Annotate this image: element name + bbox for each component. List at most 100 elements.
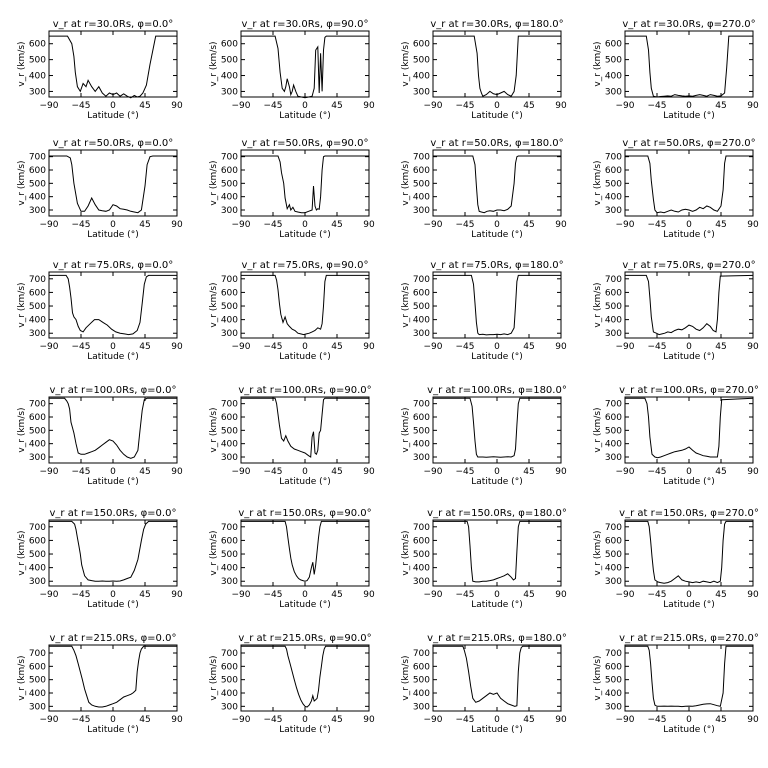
y-axis-label: v_r (km/s) bbox=[17, 41, 27, 86]
y-tick-label: 300 bbox=[413, 702, 430, 712]
x-tick-label: 45 bbox=[523, 590, 534, 600]
panel-title: v_r at r=50.0Rs, φ=0.0° bbox=[53, 138, 174, 149]
x-axis-label: Latitude (°) bbox=[279, 600, 330, 610]
y-tick-label: 300 bbox=[605, 87, 622, 97]
plot-frame bbox=[240, 644, 370, 712]
x-tick-label: 90 bbox=[747, 342, 759, 352]
y-tick-label: 600 bbox=[29, 40, 46, 50]
series-line bbox=[433, 520, 561, 583]
panel-title: v_r at r=75.0Rs, φ=0.0° bbox=[53, 260, 174, 271]
y-axis-label: v_r (km/s) bbox=[17, 160, 27, 205]
y-axis-label: v_r (km/s) bbox=[209, 282, 219, 327]
panel-title: v_r at r=30.0Rs, φ=180.0° bbox=[430, 19, 563, 30]
y-tick-label: 600 bbox=[29, 166, 46, 176]
series-line bbox=[433, 274, 561, 336]
y-tick-label: 500 bbox=[221, 302, 238, 312]
x-tick-label: 45 bbox=[139, 220, 150, 230]
x-tick-label: 0 bbox=[686, 220, 692, 230]
x-axis-label: Latitude (°) bbox=[87, 352, 138, 362]
series-line bbox=[49, 520, 177, 582]
y-tick-label: 600 bbox=[605, 40, 622, 50]
panel-title: v_r at r=150.0Rs, φ=180.0° bbox=[427, 508, 567, 519]
x-tick-label: 0 bbox=[302, 467, 308, 477]
plot-frame bbox=[240, 30, 370, 98]
y-tick-label: 700 bbox=[605, 523, 622, 533]
x-tick-label: −90 bbox=[424, 715, 443, 725]
y-axis-label: v_r (km/s) bbox=[593, 41, 603, 86]
x-tick-label: 90 bbox=[555, 101, 567, 111]
x-tick-label: 45 bbox=[331, 101, 342, 111]
y-tick-label: 700 bbox=[605, 153, 622, 163]
y-tick-label: 600 bbox=[29, 288, 46, 298]
plot-frame bbox=[624, 519, 754, 587]
x-tick-label: 45 bbox=[715, 467, 726, 477]
x-axis-label: Latitude (°) bbox=[471, 725, 522, 735]
y-tick-label: 300 bbox=[413, 206, 430, 216]
x-tick-label: −90 bbox=[232, 220, 251, 230]
x-tick-label: 90 bbox=[363, 342, 375, 352]
y-axis-label: v_r (km/s) bbox=[209, 530, 219, 575]
x-tick-label: −45 bbox=[72, 101, 91, 111]
x-axis-label: Latitude (°) bbox=[471, 600, 522, 610]
x-tick-label: 90 bbox=[171, 467, 183, 477]
y-tick-label: 600 bbox=[413, 413, 430, 423]
x-tick-label: 0 bbox=[494, 715, 500, 725]
y-tick-label: 400 bbox=[221, 316, 238, 326]
y-tick-label: 300 bbox=[413, 87, 430, 97]
series-line bbox=[241, 397, 369, 458]
x-tick-label: −45 bbox=[264, 101, 283, 111]
series-line bbox=[241, 645, 369, 708]
y-tick-label: 400 bbox=[221, 440, 238, 450]
x-tick-label: 0 bbox=[110, 101, 116, 111]
x-tick-label: 45 bbox=[523, 342, 534, 352]
plot-frame bbox=[624, 30, 754, 98]
plot-frame bbox=[48, 271, 178, 339]
panel-title: v_r at r=215.0Rs, φ=270.0° bbox=[619, 633, 759, 644]
panel-title: v_r at r=215.0Rs, φ=0.0° bbox=[50, 633, 177, 644]
y-tick-label: 400 bbox=[29, 689, 46, 699]
x-tick-label: −90 bbox=[232, 590, 251, 600]
y-tick-label: 300 bbox=[221, 329, 238, 339]
series-line bbox=[625, 520, 753, 584]
y-tick-label: 500 bbox=[605, 302, 622, 312]
x-tick-label: 0 bbox=[686, 590, 692, 600]
x-tick-label: −90 bbox=[40, 590, 59, 600]
y-axis-label: v_r (km/s) bbox=[401, 407, 411, 452]
plot-frame bbox=[48, 519, 178, 587]
y-axis-label: v_r (km/s) bbox=[401, 655, 411, 700]
x-tick-label: −45 bbox=[648, 715, 667, 725]
x-tick-label: −45 bbox=[456, 467, 475, 477]
y-tick-label: 600 bbox=[605, 413, 622, 423]
series-line bbox=[433, 397, 561, 458]
x-tick-label: −90 bbox=[232, 101, 251, 111]
x-tick-label: −45 bbox=[264, 220, 283, 230]
x-tick-label: −45 bbox=[648, 342, 667, 352]
x-tick-label: 0 bbox=[302, 101, 308, 111]
x-axis-label: Latitude (°) bbox=[471, 477, 522, 487]
y-tick-label: 400 bbox=[605, 689, 622, 699]
x-tick-label: −90 bbox=[424, 220, 443, 230]
x-tick-label: 90 bbox=[363, 101, 375, 111]
y-tick-label: 700 bbox=[221, 523, 238, 533]
x-tick-label: 45 bbox=[715, 342, 726, 352]
series-line bbox=[241, 155, 369, 214]
y-tick-label: 500 bbox=[221, 56, 238, 66]
x-tick-label: 45 bbox=[139, 715, 150, 725]
y-tick-label: 500 bbox=[221, 426, 238, 436]
series-line bbox=[625, 274, 754, 336]
x-axis-label: Latitude (°) bbox=[471, 111, 522, 121]
y-axis-label: v_r (km/s) bbox=[17, 282, 27, 327]
x-tick-label: 90 bbox=[555, 467, 567, 477]
panel-title: v_r at r=50.0Rs, φ=180.0° bbox=[430, 138, 563, 149]
series-line bbox=[49, 35, 177, 99]
y-tick-label: 600 bbox=[413, 662, 430, 672]
y-axis-label: v_r (km/s) bbox=[401, 530, 411, 575]
y-tick-label: 600 bbox=[29, 662, 46, 672]
series-line bbox=[49, 155, 177, 214]
y-tick-label: 400 bbox=[221, 193, 238, 203]
x-tick-label: 0 bbox=[110, 342, 116, 352]
x-tick-label: −45 bbox=[264, 590, 283, 600]
x-tick-label: −45 bbox=[264, 715, 283, 725]
y-tick-label: 500 bbox=[413, 676, 430, 686]
y-tick-label: 300 bbox=[605, 329, 622, 339]
